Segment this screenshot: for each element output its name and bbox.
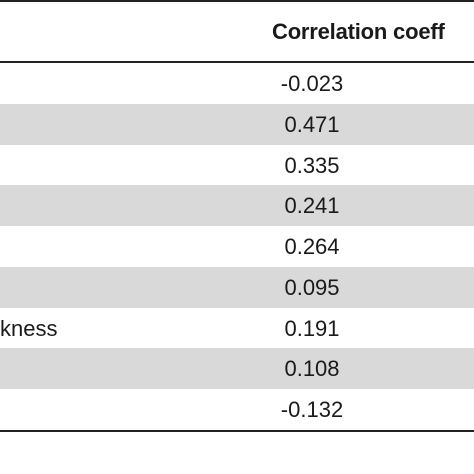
top-rule xyxy=(0,0,474,2)
row-value: 0.241 xyxy=(284,193,340,219)
row-label: kness xyxy=(0,315,58,341)
table-header: Correlation coeff xyxy=(0,2,474,61)
table-row: -0.132 xyxy=(0,389,474,430)
column-header-correlation: Correlation coeff xyxy=(272,19,445,44)
row-value: 0.471 xyxy=(284,111,340,137)
table-row: 0.241 xyxy=(0,185,474,227)
row-value: 0.264 xyxy=(284,234,340,260)
table-row: 0.108 xyxy=(0,348,474,390)
row-value: 0.108 xyxy=(284,356,340,382)
table-row: -0.023 xyxy=(0,63,474,104)
table-row: 0.471 xyxy=(0,103,474,145)
row-value: -0.132 xyxy=(280,397,344,423)
table-row: 0.095 xyxy=(0,266,474,308)
bottom-rule xyxy=(0,430,474,432)
row-value: 0.335 xyxy=(284,152,340,178)
table-row: kness 0.191 xyxy=(0,307,474,349)
table-row: 0.264 xyxy=(0,226,474,267)
row-value: 0.095 xyxy=(284,274,340,300)
header-rule xyxy=(0,61,474,63)
table-body: -0.023 0.471 0.335 0.241 0.264 0.095 kne… xyxy=(0,63,474,430)
row-value: 0.191 xyxy=(284,315,340,341)
table-row: 0.335 xyxy=(0,144,474,186)
row-value: -0.023 xyxy=(280,71,344,96)
